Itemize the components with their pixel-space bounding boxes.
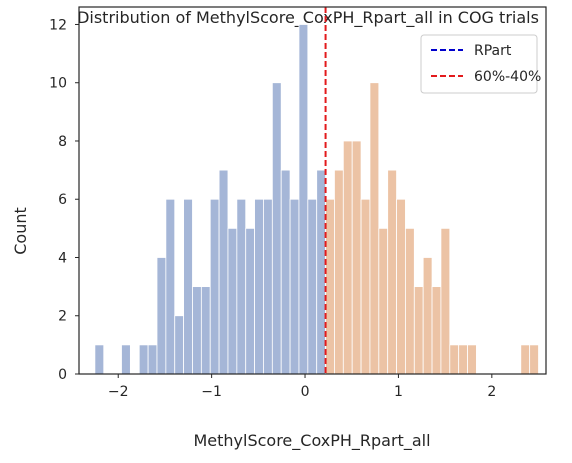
- histogram-bar: [378, 227, 389, 375]
- histogram-bar: [280, 169, 291, 375]
- histogram-bar: [94, 344, 105, 375]
- histogram-bar: [156, 257, 167, 375]
- histogram-bar: [449, 344, 460, 375]
- histogram-bar: [209, 198, 220, 375]
- histogram-bar: [147, 344, 158, 375]
- x-tick-label: 2: [487, 384, 496, 400]
- chart-title: Distribution of MethylScore_CoxPH_Rpart_…: [77, 8, 539, 28]
- histogram-bar: [467, 344, 477, 375]
- x-tick-label: 1: [394, 384, 403, 400]
- x-tick-label: 0: [301, 384, 310, 400]
- histogram-bar: [387, 169, 397, 375]
- histogram-bar: [218, 169, 229, 375]
- histogram-bar: [192, 286, 202, 375]
- histogram-bar: [289, 198, 300, 375]
- histogram-bar: [271, 82, 282, 375]
- x-axis-label: MethylScore_CoxPH_Rpart_all: [193, 431, 430, 451]
- y-tick-label: 2: [58, 309, 67, 325]
- histogram-bar: [298, 24, 309, 375]
- histogram-bar: [227, 227, 238, 375]
- plot-frame: [78, 6, 547, 375]
- histogram-bar: [121, 344, 131, 375]
- legend-label-rpart: RPart: [474, 43, 512, 59]
- histogram-bar: [254, 198, 264, 375]
- histogram-bar: [334, 169, 344, 375]
- y-tick-label: 10: [49, 76, 67, 92]
- histogram-bar: [263, 198, 273, 375]
- y-tick-label: 6: [58, 192, 67, 208]
- histogram-bar: [369, 82, 380, 375]
- histogram-bar: [396, 198, 406, 375]
- histogram-bar: [165, 198, 176, 375]
- histogram-bar: [440, 227, 451, 375]
- y-axis-label: Count: [11, 207, 30, 255]
- histogram-bar: [413, 286, 424, 375]
- histogram-bar: [529, 344, 539, 375]
- x-tick-label: −1: [201, 384, 222, 400]
- histogram-bar: [138, 344, 149, 375]
- histogram-bar: [200, 286, 211, 375]
- histogram-bar: [360, 198, 371, 375]
- bars-group: [94, 24, 539, 375]
- histogram-bar: [520, 344, 531, 375]
- histogram-bar: [316, 169, 326, 375]
- histogram-bar: [458, 344, 468, 375]
- histogram-bar: [351, 140, 362, 375]
- legend-label-60-40: 60%-40%: [474, 69, 541, 85]
- histogram-bar: [174, 315, 185, 375]
- histogram-bar: [422, 257, 433, 375]
- histogram-bar: [245, 227, 255, 375]
- y-tick-label: 4: [58, 250, 67, 266]
- histogram-bar: [405, 227, 415, 375]
- histogram-bar: [183, 198, 193, 375]
- y-tick-label: 8: [58, 134, 67, 150]
- y-tick-label: 0: [58, 367, 67, 383]
- histogram-bar: [236, 198, 247, 375]
- histogram-bar: [325, 198, 335, 375]
- legend: RPart 60%-40%: [420, 34, 541, 94]
- x-tick-label: −2: [108, 384, 129, 400]
- histogram-bar: [307, 198, 318, 375]
- histogram-bar: [342, 140, 353, 375]
- histogram-bar: [431, 286, 442, 375]
- y-tick-label: 12: [49, 17, 67, 33]
